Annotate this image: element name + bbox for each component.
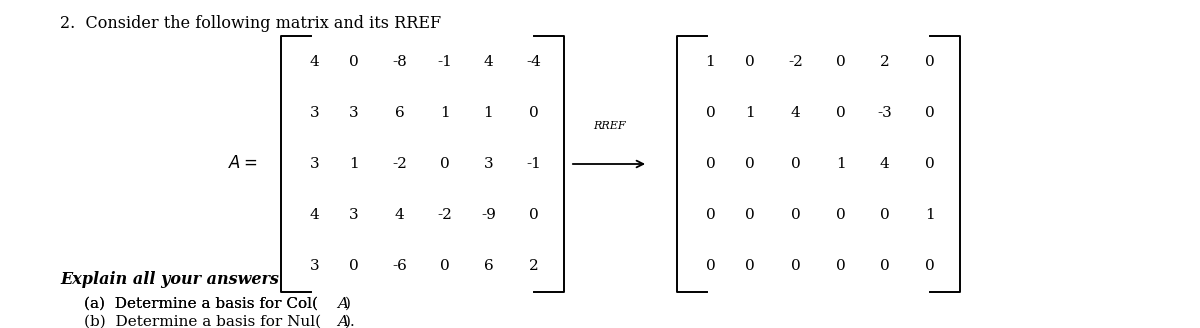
Text: 0: 0 <box>925 259 935 273</box>
Text: 0: 0 <box>440 157 450 171</box>
Text: 0: 0 <box>880 208 889 222</box>
Text: 1: 1 <box>925 208 935 222</box>
Text: A: A <box>337 315 348 328</box>
Text: -4: -4 <box>527 55 541 69</box>
Text: 1: 1 <box>745 106 755 120</box>
Text: -8: -8 <box>392 55 407 69</box>
Text: 0: 0 <box>706 208 715 222</box>
Text: 0: 0 <box>706 106 715 120</box>
Text: 6: 6 <box>484 259 493 273</box>
Text: 0: 0 <box>925 106 935 120</box>
Text: 1: 1 <box>836 157 846 171</box>
Text: 1: 1 <box>484 106 493 120</box>
Text: 0: 0 <box>836 106 846 120</box>
Text: 0: 0 <box>529 208 539 222</box>
Text: 0: 0 <box>440 259 450 273</box>
Text: -2: -2 <box>788 55 803 69</box>
Text: 0: 0 <box>706 259 715 273</box>
Text: (a)  Determine a basis for Col(​: (a) Determine a basis for Col(​ <box>84 297 318 311</box>
Text: Explain all your answers: Explain all your answers <box>60 271 278 288</box>
Text: (b)  Determine a basis for Nul(: (b) Determine a basis for Nul( <box>84 315 322 328</box>
Text: 3: 3 <box>310 157 319 171</box>
Text: 6: 6 <box>395 106 404 120</box>
Text: 4: 4 <box>791 106 800 120</box>
Text: $A=$: $A=$ <box>228 155 258 173</box>
Text: 0: 0 <box>745 55 755 69</box>
Text: 0: 0 <box>529 106 539 120</box>
Text: -9: -9 <box>481 208 496 222</box>
Text: RREF: RREF <box>593 121 625 131</box>
Text: 4: 4 <box>880 157 889 171</box>
Text: 0: 0 <box>791 208 800 222</box>
Text: 0: 0 <box>745 208 755 222</box>
Text: -2: -2 <box>392 157 407 171</box>
Text: 0: 0 <box>836 208 846 222</box>
Text: -2: -2 <box>438 208 452 222</box>
Text: 3: 3 <box>349 106 359 120</box>
Text: 0: 0 <box>791 157 800 171</box>
Text: -1: -1 <box>438 55 452 69</box>
Text: 4: 4 <box>395 208 404 222</box>
Text: 0: 0 <box>925 55 935 69</box>
Text: 2: 2 <box>529 259 539 273</box>
Text: 2: 2 <box>880 55 889 69</box>
Text: ).: ). <box>346 315 356 328</box>
Text: 3: 3 <box>310 106 319 120</box>
Text: 1: 1 <box>349 157 359 171</box>
Text: -1: -1 <box>527 157 541 171</box>
Text: 0: 0 <box>836 55 846 69</box>
Text: 4: 4 <box>310 208 319 222</box>
Text: A: A <box>337 297 348 311</box>
Text: 0: 0 <box>836 259 846 273</box>
Text: 1: 1 <box>706 55 715 69</box>
Text: 0: 0 <box>745 157 755 171</box>
Text: 2.  Consider the following matrix and its RREF: 2. Consider the following matrix and its… <box>60 15 442 32</box>
Text: 3: 3 <box>310 259 319 273</box>
Text: 0: 0 <box>349 259 359 273</box>
Text: 3: 3 <box>349 208 359 222</box>
Text: 0: 0 <box>706 157 715 171</box>
Text: ): ) <box>346 297 352 311</box>
Text: -3: -3 <box>877 106 892 120</box>
Text: 1: 1 <box>440 106 450 120</box>
Text: -6: -6 <box>392 259 407 273</box>
Text: 4: 4 <box>484 55 493 69</box>
Text: 4: 4 <box>310 55 319 69</box>
Text: 3: 3 <box>484 157 493 171</box>
Text: 0: 0 <box>925 157 935 171</box>
Text: 0: 0 <box>880 259 889 273</box>
Text: 0: 0 <box>791 259 800 273</box>
Text: (a)  Determine a basis for Col(: (a) Determine a basis for Col( <box>84 297 318 311</box>
Text: 0: 0 <box>745 259 755 273</box>
Text: 0: 0 <box>349 55 359 69</box>
